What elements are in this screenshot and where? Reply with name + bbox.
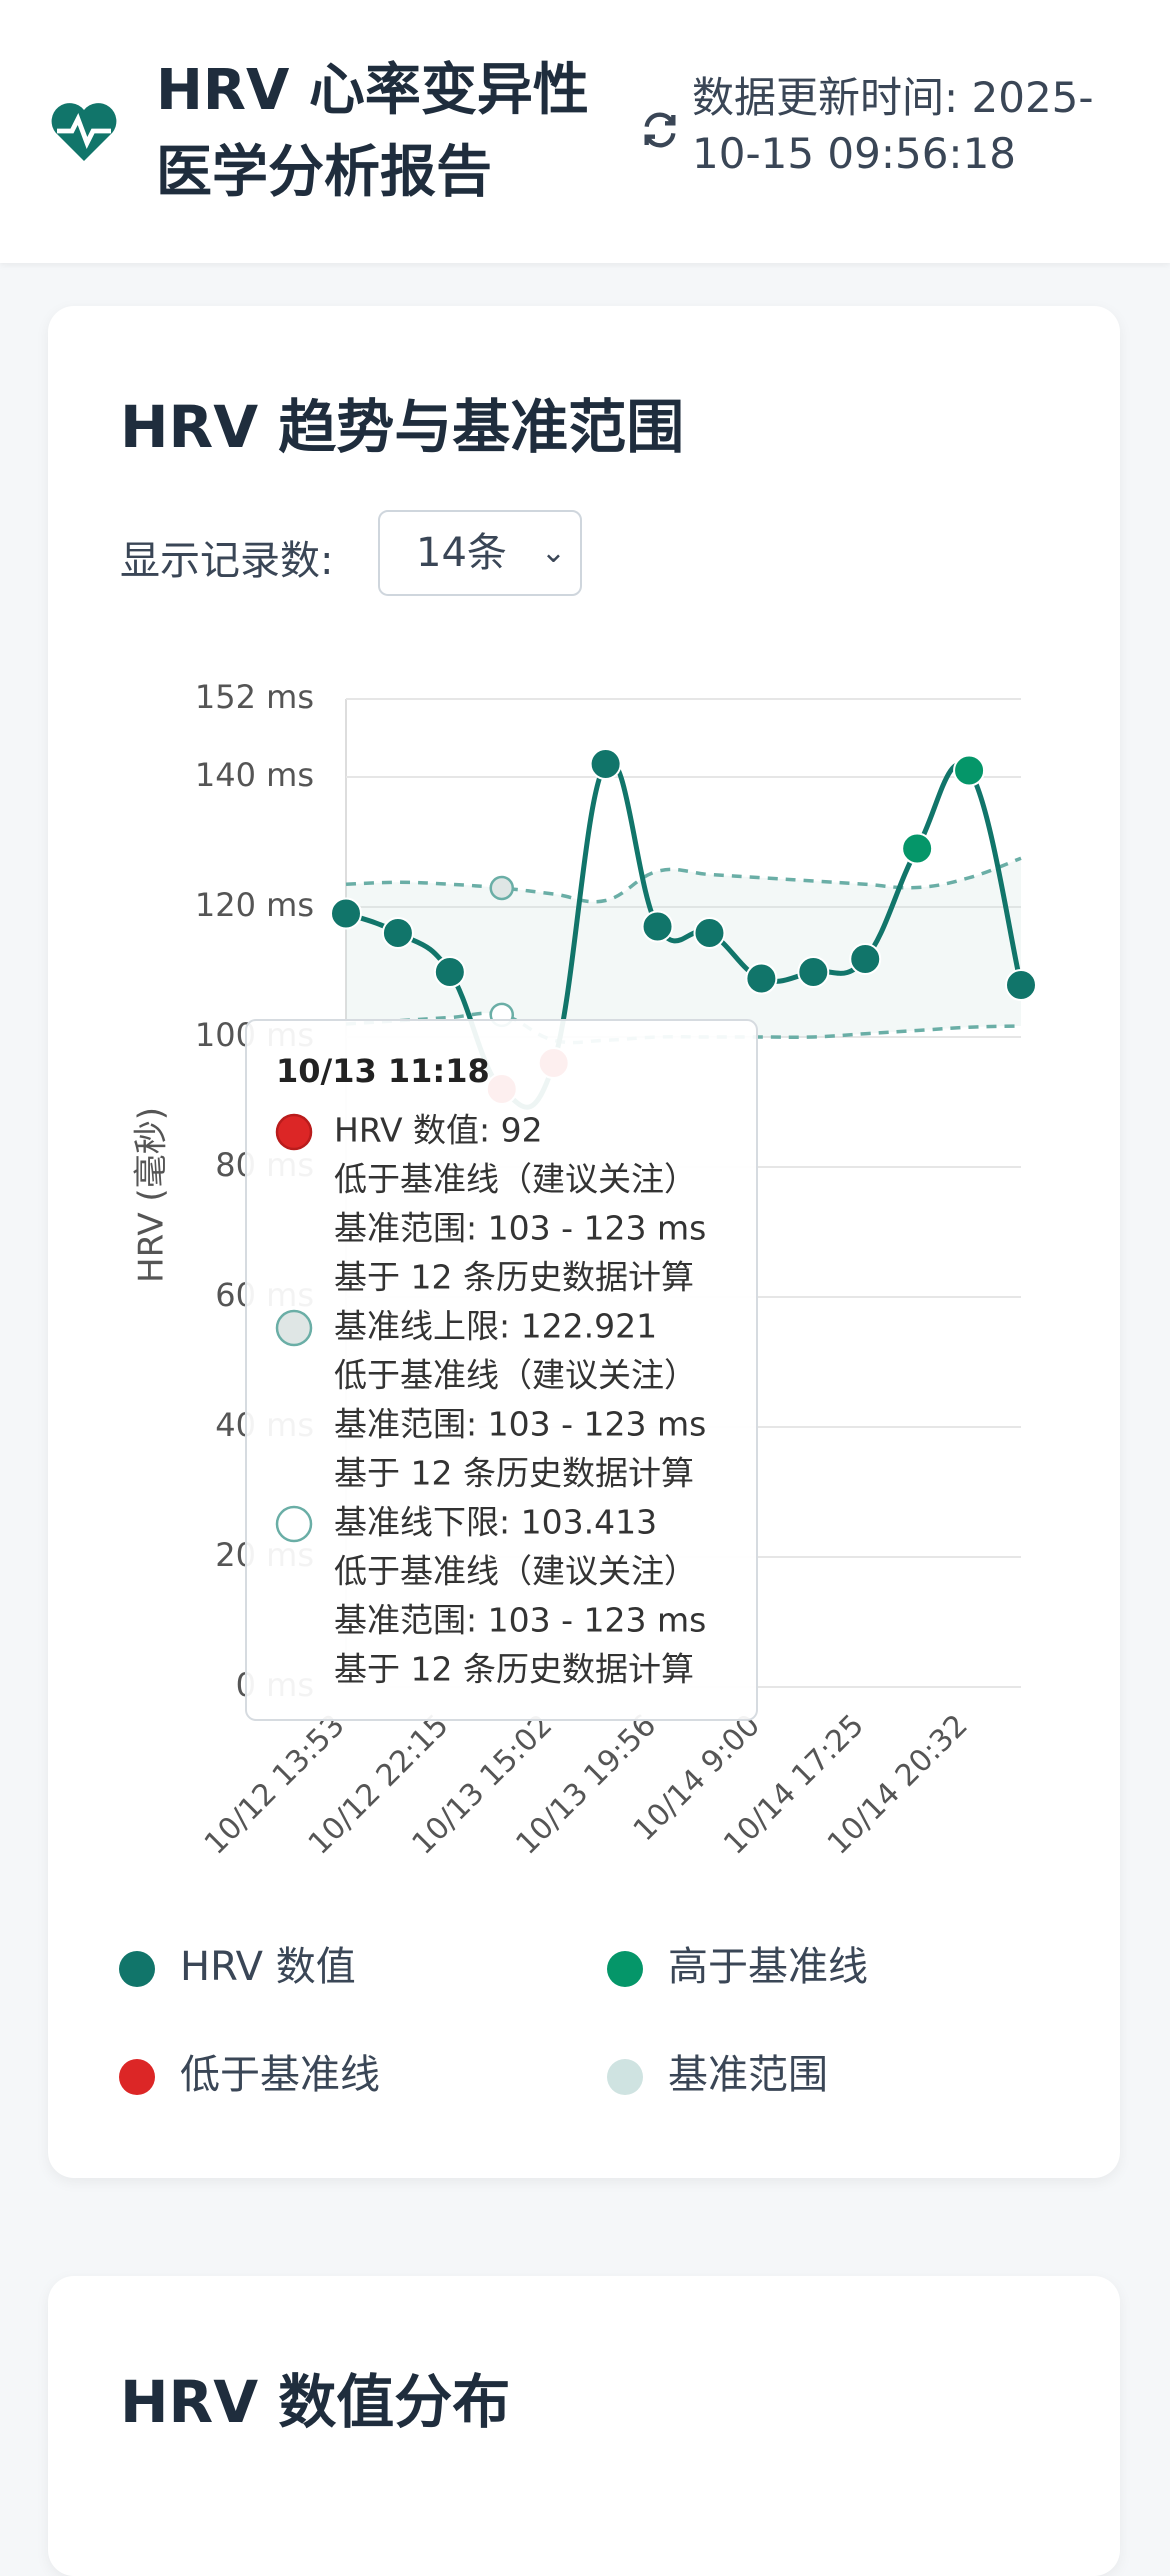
hrv-point bbox=[849, 943, 882, 975]
tooltip-marker bbox=[275, 1309, 313, 1347]
tooltip-label: 基准线上限: 122.921 bbox=[334, 1307, 657, 1346]
legend-marker bbox=[119, 1951, 155, 1987]
hrv-point bbox=[641, 910, 674, 943]
tooltip: 10/13 11:18 HRV 数值: 92 低于基准线（建议关注） 基准范围: 10… bbox=[245, 1019, 758, 1721]
legend-label: 高于基准线 bbox=[668, 1944, 868, 1990]
tooltip-line: 低于基准线（建议关注） bbox=[334, 1160, 697, 1199]
select-arrow: ⌄ bbox=[540, 535, 566, 570]
card-title: HRV 数值分布 bbox=[120, 2368, 511, 2436]
legend-label: 基准范围 bbox=[668, 2052, 828, 2098]
y-tick-label: 152 ms bbox=[195, 678, 314, 716]
baseline-band bbox=[346, 858, 1021, 1043]
legend-marker bbox=[607, 1951, 643, 1987]
tooltip-marker bbox=[275, 1505, 313, 1543]
hrv-point bbox=[589, 748, 622, 780]
tooltip-marker bbox=[275, 1113, 313, 1151]
tooltip-line: 基准范围: 103 - 123 ms bbox=[334, 1405, 706, 1444]
legend-label: HRV 数值 bbox=[180, 1944, 356, 1990]
hrv-point bbox=[953, 754, 986, 787]
hrv-point bbox=[693, 917, 726, 949]
baseline-point bbox=[489, 875, 515, 901]
baseline-line bbox=[345, 856, 1022, 904]
hrv-point bbox=[330, 897, 362, 930]
card-title: HRV 趋势与基准范围 bbox=[120, 393, 685, 461]
update-time: 数据更新时间: 2025-10-15 09:56:18 bbox=[692, 73, 1094, 178]
tooltip-line: 基准范围: 103 - 123 ms bbox=[334, 1601, 706, 1640]
legend-marker bbox=[607, 2059, 643, 2095]
tooltip-label: 基准线下限: 103.413 bbox=[334, 1503, 657, 1542]
legend-marker bbox=[119, 2059, 155, 2095]
hrv-point bbox=[797, 956, 830, 988]
legend-label: 低于基准线 bbox=[180, 2052, 380, 2098]
tooltip-title: 10/13 11:18 bbox=[276, 1052, 490, 1090]
hrv-point bbox=[745, 962, 778, 995]
tooltip-line: 低于基准线（建议关注） bbox=[334, 1552, 697, 1591]
tooltip-line: 基于 12 条历史数据计算 bbox=[334, 1258, 694, 1297]
y-axis-title: HRV (毫秒) bbox=[132, 1107, 172, 1283]
tooltip-line: 基于 12 条历史数据计算 bbox=[334, 1650, 694, 1689]
tooltip-line: 低于基准线（建议关注） bbox=[334, 1356, 697, 1395]
tooltip-box bbox=[245, 1019, 758, 1721]
y-tick-label: 140 ms bbox=[195, 756, 314, 794]
header: HRV 心率变异性医学分析报告 数据更新时间: 2025-10-15 09:56… bbox=[0, 0, 1170, 263]
record-select[interactable]: 14条 ⌄ bbox=[378, 510, 582, 596]
tooltip-label: HRV 数值: 92 bbox=[334, 1111, 543, 1150]
select-value: 14条 bbox=[416, 530, 507, 576]
page-title: HRV 心率变异性医学分析报告 bbox=[156, 58, 589, 205]
hrv-point bbox=[1005, 969, 1037, 1001]
y-tick-label: 120 ms bbox=[195, 886, 314, 924]
hrv-point bbox=[433, 956, 466, 988]
heart-icon bbox=[51, 103, 117, 161]
chart: HRV (毫秒) 0 ms20 ms40 ms60 ms80 ms100 ms1… bbox=[119, 678, 1037, 2098]
hrv-point bbox=[901, 832, 934, 865]
tooltip-line: 基准范围: 103 - 123 ms bbox=[334, 1209, 706, 1248]
refresh-icon bbox=[644, 112, 676, 148]
record-label: 显示记录数: bbox=[120, 538, 334, 584]
tooltip-line: 基于 12 条历史数据计算 bbox=[334, 1454, 694, 1493]
distribution-card bbox=[48, 2276, 1120, 2576]
hrv-point bbox=[381, 917, 414, 949]
